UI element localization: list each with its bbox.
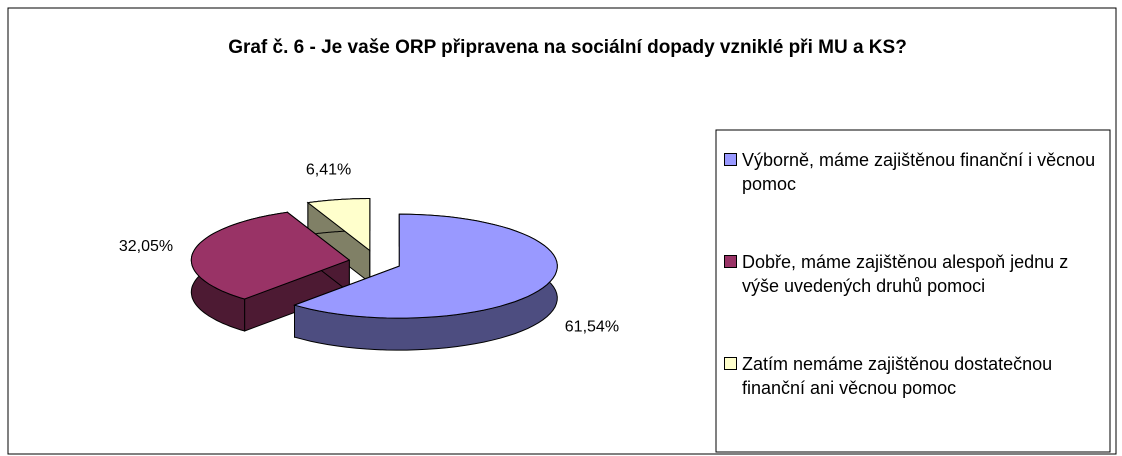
legend-item: Dobře, máme zajištěnou alespoň jednu z v… — [724, 250, 1104, 298]
legend-label: Výborně, máme zajištěnou finanční i věcn… — [742, 150, 1096, 194]
data-label: 32,05% — [119, 238, 173, 255]
data-label: 61,54% — [565, 318, 619, 335]
slice — [306, 198, 371, 284]
slice-top — [292, 213, 558, 319]
legend-swatch — [724, 153, 737, 166]
legend-label: Dobře, máme zajištěnou alespoň jednu z v… — [742, 252, 1069, 296]
slice — [190, 211, 351, 332]
slice-top — [190, 211, 351, 300]
legend-item: Zatím nemáme zajištěnou dostatečnou fina… — [724, 352, 1104, 400]
legend-box — [715, 129, 1111, 453]
slice-top — [306, 198, 371, 252]
data-label: 6,41% — [306, 161, 351, 178]
legend-swatch — [724, 255, 737, 268]
chart-border — [7, 7, 1117, 455]
legend-swatch — [724, 357, 737, 370]
legend-label: Zatím nemáme zajištěnou dostatečnou fina… — [742, 354, 1053, 398]
legend-item: Výborně, máme zajištěnou finanční i věcn… — [724, 148, 1104, 196]
chart-title: Graf č. 6 - Je vaše ORP připravena na so… — [228, 37, 907, 58]
slice — [292, 213, 558, 351]
